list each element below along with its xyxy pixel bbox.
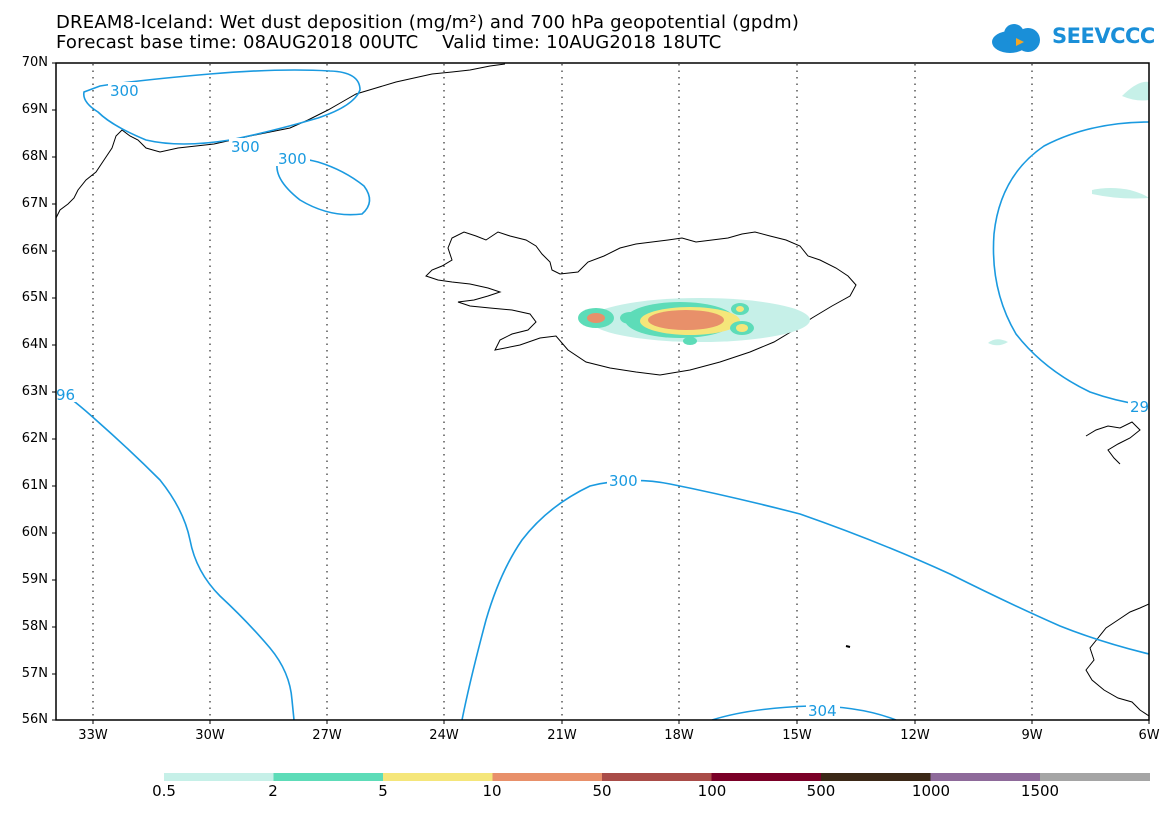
lon-label: 30W [195,728,225,743]
lat-label: 70N [21,55,48,70]
lon-label: 27W [312,728,342,743]
lon-label: 9W [1021,728,1043,743]
map-title: DREAM8-Iceland: Wet dust deposition (mg/… [56,12,800,33]
lon-label: 33W [78,728,108,743]
lat-label: 64N [21,337,48,352]
lat-label: 58N [21,619,48,634]
legend-tick-label: 5 [378,782,388,800]
lat-label: 63N [21,384,48,399]
contour-label: 29 [1130,398,1149,416]
graticule [92,64,1033,720]
faroe-coast [1085,421,1141,465]
legend-tick-label: 100 [697,782,727,800]
legend-tick-label: 0.5 [152,782,176,800]
legend-swatch [711,773,822,781]
lat-label: 57N [21,666,48,681]
lon-label: 24W [429,728,459,743]
contour-29x [992,121,1149,407]
contour-label: 304 [808,702,837,720]
scotland-coast [1085,603,1149,717]
legend-tick-label: 1000 [911,782,951,800]
legend-swatch [821,773,931,781]
lat-label: 69N [21,102,48,117]
legend-swatch [164,773,274,781]
legend-swatch [383,773,493,781]
lon-label: 15W [782,728,812,743]
legend-tick-label: 50 [592,782,612,800]
contour-300-small [276,157,371,216]
logo-text: SEEVCCC [1052,24,1155,48]
lat-label: 62N [21,431,48,446]
lat-label: 59N [21,572,48,587]
lat-label: 66N [21,243,48,258]
seevccc-logo [992,24,1040,53]
dust-shading [578,298,810,345]
map-subtitle: Forecast base time: 08AUG2018 00UTC Vali… [56,32,722,53]
legend-tick-label: 1500 [1020,782,1060,800]
iceland-coast [425,231,857,376]
lon-label: 21W [547,728,577,743]
contour-label: 300 [231,138,260,156]
lon-label: 12W [900,728,930,743]
lat-label: 61N [21,478,48,493]
cloud-icon [992,24,1040,53]
contour-300-north [82,69,361,145]
light-dust-patches [988,81,1149,346]
lat-label: 67N [21,196,48,211]
legend-swatch [273,773,384,781]
map-frame [55,62,1150,721]
contour-label: 300 [278,150,307,168]
legend-tick-label: 2 [268,782,278,800]
contour-300-south [461,479,1149,720]
legend-swatch [1040,773,1150,781]
geopotential-contours [56,69,1149,720]
legend-swatch [930,773,1041,781]
greenland-coast [56,63,506,219]
lon-label: 18W [664,728,694,743]
lon-label: 6W [1138,728,1160,743]
legend-swatch [492,773,603,781]
contour-304 [711,705,897,720]
legend-colorbar [164,773,1150,781]
lat-label: 60N [21,525,48,540]
lat-label: 65N [21,290,48,305]
contour-296 [56,387,295,720]
legend-tick-label: 500 [806,782,836,800]
lat-label: 68N [21,149,48,164]
contour-label: 96 [56,386,75,404]
contour-label: 300 [609,472,638,490]
lat-label: 56N [21,712,48,727]
contour-label: 300 [110,82,139,100]
legend-tick-label: 10 [482,782,502,800]
legend-swatch [602,773,712,781]
